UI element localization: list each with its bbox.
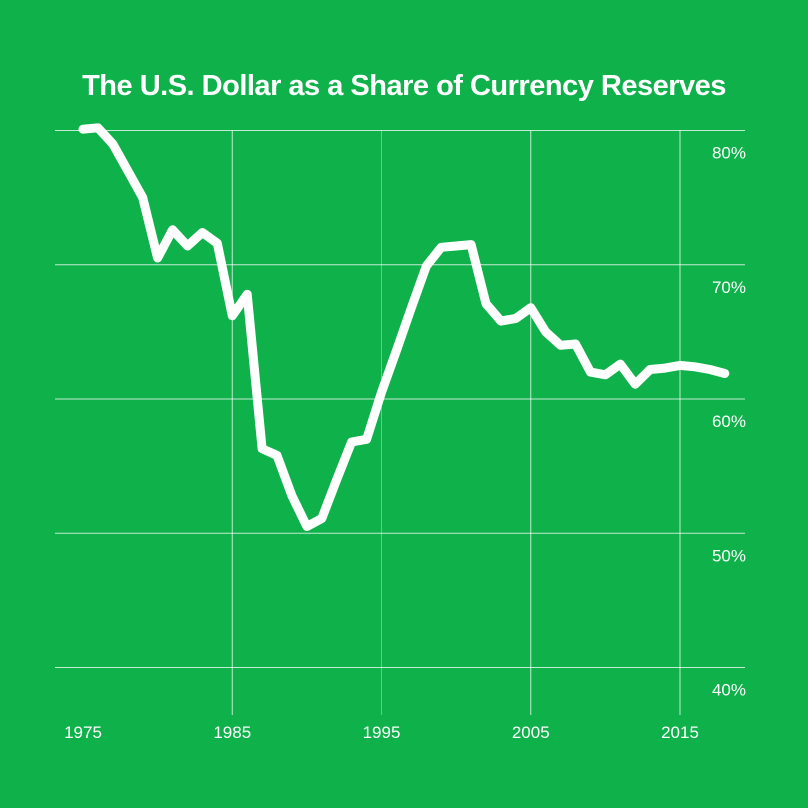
x-tick-label: 2015 bbox=[661, 723, 699, 742]
y-tick-label: 80% bbox=[712, 144, 746, 163]
y-tick-label: 50% bbox=[712, 546, 746, 565]
tick-label-layer: 40% 50% 60% 70% 80% 1975 1985 1995 2005 2015 bbox=[64, 144, 746, 743]
series-layer bbox=[78, 123, 730, 531]
chart-title: The U.S. Dollar as a Share of Currency R… bbox=[82, 70, 726, 102]
y-tick-label: 70% bbox=[712, 278, 746, 297]
y-tick-label: 40% bbox=[712, 681, 746, 700]
x-tick-label: 1995 bbox=[363, 723, 401, 742]
grid-layer bbox=[55, 130, 745, 715]
x-tick-label: 1975 bbox=[64, 723, 102, 742]
y-tick-label: 60% bbox=[712, 412, 746, 431]
x-tick-label: 2005 bbox=[512, 723, 550, 742]
x-tick-label: 1985 bbox=[213, 723, 251, 742]
series-line-0 bbox=[78, 123, 730, 531]
